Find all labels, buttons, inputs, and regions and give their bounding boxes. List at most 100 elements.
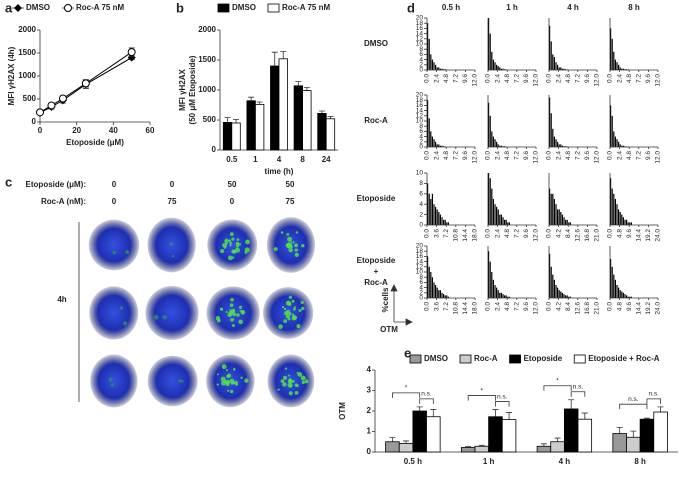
error-bar: [224, 117, 231, 123]
bar: [293, 85, 304, 151]
histogram-bar: [502, 294, 504, 298]
y-tick-label: 12: [416, 36, 424, 43]
foci: [238, 305, 243, 310]
histogram-bar: [566, 295, 568, 298]
condition-label: Roc-A (nM):: [41, 197, 86, 206]
y-tick-label: 2000: [18, 25, 36, 34]
x-tick-label: 4.8: [443, 151, 450, 160]
foci: [301, 243, 305, 248]
histogram-bar: [431, 277, 433, 298]
histogram-bar: [496, 141, 498, 147]
histogram-bar: [488, 102, 490, 147]
foci: [221, 364, 227, 370]
foci: [294, 248, 298, 252]
bar: [222, 122, 233, 151]
foci: [288, 374, 291, 377]
foci: [229, 232, 234, 237]
histogram-bar: [622, 217, 624, 225]
histogram-bar: [441, 292, 443, 298]
histogram-bar: [555, 62, 557, 70]
bar: [385, 441, 400, 453]
foci: [295, 231, 299, 234]
histogram-bar: [560, 291, 562, 298]
x-tick-label: 7.2: [575, 74, 582, 83]
histogram-bar: [566, 219, 568, 225]
y-tick-label: 0: [419, 144, 423, 151]
y-tick-label: 10: [416, 170, 424, 177]
x-tick-label: 9.6: [523, 302, 530, 311]
histogram-bar: [500, 145, 502, 147]
histogram-bar: [427, 183, 429, 225]
x-tick-label: 2.4: [555, 74, 562, 83]
condition-value: 0: [112, 197, 117, 206]
histogram-bar: [446, 295, 448, 298]
histogram-bar: [618, 64, 620, 70]
marker: [14, 4, 22, 12]
histogram-bar: [430, 199, 432, 225]
x-tick-label: 7.2: [443, 229, 450, 238]
x-tick-label: 7.2: [575, 151, 582, 160]
y-tick-label: 0: [419, 222, 423, 229]
legend-label: Roc-A: [474, 354, 498, 363]
foci: [244, 251, 248, 254]
x-tick-label: 7.2: [514, 229, 521, 238]
y-axis-label: MFI γH2AX (4h): [7, 46, 16, 105]
histogram-bar: [492, 199, 494, 225]
axis-key: %cells OTM: [380, 284, 413, 334]
foci: [235, 244, 240, 248]
y-tick-label: 12: [416, 264, 424, 271]
histogram-bar: [491, 51, 493, 70]
foci: [227, 312, 232, 318]
foci: [225, 311, 228, 314]
legend-swatch: [573, 354, 586, 364]
histogram-bar: [616, 139, 618, 147]
bracket: [619, 403, 648, 410]
x-tick-label: 7.2: [636, 151, 643, 160]
foci: [232, 381, 236, 385]
histogram-bar: [555, 204, 557, 225]
histogram-bar: [489, 261, 491, 298]
y-tick-label: 10: [416, 269, 424, 276]
foci: [300, 300, 304, 305]
foci: [235, 383, 238, 386]
x-tick-label: 12.0: [533, 74, 540, 87]
condition-value: 50: [228, 180, 237, 189]
foci: [108, 377, 113, 382]
histogram-bar: [496, 206, 498, 225]
foci: [286, 232, 290, 236]
bar: [501, 419, 517, 453]
y-tick-label: 2: [419, 62, 423, 69]
x-tick-label: 4.8: [565, 74, 572, 83]
foci: [296, 371, 299, 374]
histogram-bar: [569, 296, 571, 298]
histogram-bar: [616, 62, 618, 70]
foci: [231, 324, 235, 327]
legend-label: DMSO: [424, 354, 448, 363]
foci: [229, 389, 234, 394]
histogram-bar: [610, 105, 612, 147]
x-tick-label: 1 h: [483, 457, 495, 466]
error-bar: [657, 406, 664, 413]
legend-swatch: [509, 354, 521, 364]
row-title: Roc-A: [364, 278, 388, 287]
y-tick-label: 10: [416, 41, 424, 48]
histogram-bar: [560, 212, 562, 225]
histogram-bar: [433, 282, 435, 298]
x-tick-label: 0.0: [546, 229, 553, 238]
legend-swatch: [459, 354, 472, 364]
histogram-bar: [488, 251, 490, 298]
histogram-bar: [619, 212, 621, 225]
error-bar: [389, 437, 396, 442]
histogram-bar: [494, 204, 496, 225]
histogram-bar: [610, 259, 612, 298]
histogram-bar: [428, 38, 430, 70]
histogram-bar: [439, 68, 441, 70]
x-tick-label: 12.0: [533, 229, 540, 242]
foci: [288, 295, 293, 300]
histogram-bar: [627, 296, 629, 298]
bar: [426, 416, 441, 453]
histogram-bar: [505, 295, 507, 298]
x-tick-label: 4.8: [504, 151, 511, 160]
histogram-bar: [441, 145, 443, 147]
legend-label: DMSO: [232, 3, 256, 12]
